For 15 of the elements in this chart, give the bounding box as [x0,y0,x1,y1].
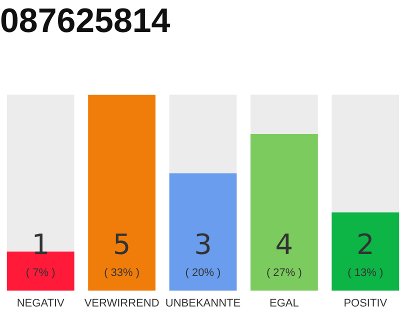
data-label: 5 [112,228,131,262]
annotation: ( 7% ) [26,266,56,279]
annotation: ( 33% ) [104,266,140,279]
x-tick-label: VERWIRREND [84,297,160,310]
annotation: ( 13% ) [348,266,384,279]
data-label: 4 [275,228,294,262]
data-label: 3 [194,228,212,262]
x-tick-label: NEGATIV [16,297,65,310]
annotation: ( 27% ) [266,266,302,279]
data-label: 2 [356,228,374,262]
chart-title: 087625814 [0,2,170,40]
annotation: ( 20% ) [185,266,221,279]
x-tick-label: EGAL [270,297,299,310]
x-tick-label: UNBEKANNTE [165,297,241,310]
x-tick-label: POSITIV [344,297,388,310]
